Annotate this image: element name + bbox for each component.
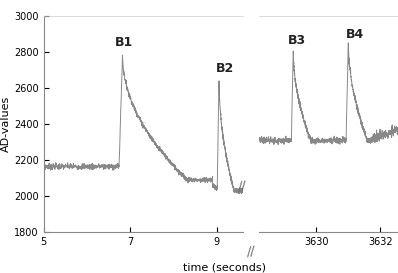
Y-axis label: AD-values: AD-values [1, 96, 12, 152]
Text: B3: B3 [287, 34, 306, 47]
Text: B1: B1 [115, 36, 133, 49]
Text: //: // [236, 179, 247, 193]
Text: time (seconds): time (seconds) [183, 262, 266, 272]
Text: B2: B2 [216, 62, 234, 75]
Text: //: // [246, 244, 256, 258]
Text: B4: B4 [346, 28, 364, 41]
